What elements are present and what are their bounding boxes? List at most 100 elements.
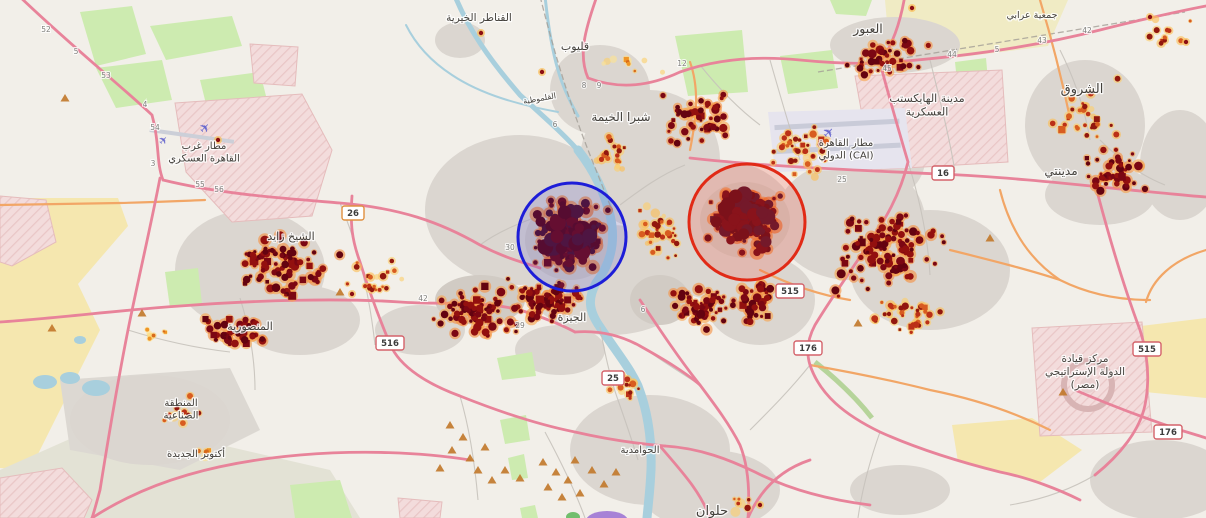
heat-dot-core (671, 118, 676, 122)
peak-triangle-icon (473, 466, 483, 474)
heat-dot-core (280, 288, 286, 294)
heat-dot-core (674, 109, 679, 113)
place-label-qanater: القناطر الخيرية (446, 12, 512, 24)
heat-dot-core (440, 310, 449, 319)
heat-dot-core (307, 274, 314, 281)
heat-dot-core (753, 312, 759, 318)
heat-dot-core (906, 250, 914, 258)
route-shield-515: 515 (1132, 341, 1162, 357)
peak-triangle-icon (611, 468, 621, 476)
heat-dot-core (836, 294, 841, 298)
heat-dot-core (564, 296, 572, 304)
heat-dot-core (899, 310, 905, 316)
heat-dot-core (226, 316, 233, 323)
heat-dot-core (889, 269, 895, 274)
blue-hotspot-circle[interactable] (516, 181, 628, 293)
heat-dot-core (181, 409, 187, 415)
heat-dot-core (802, 148, 809, 155)
heat-dot-core (724, 306, 728, 310)
heat-dot-core (906, 46, 915, 55)
heat-dot-core (263, 246, 268, 251)
heat-dot-core (616, 148, 622, 154)
place-label-october-gardens: أكتوبر الجديدة (167, 447, 225, 460)
heat-dot-core (1084, 156, 1089, 161)
heat-cluster-giza-core (529, 195, 614, 275)
km-marker: 56 (214, 185, 224, 194)
peak-triangle-icon (599, 480, 609, 488)
heat-dot-core (605, 156, 611, 161)
red-hotspot-circle[interactable] (687, 162, 807, 282)
heat-dot-core (738, 285, 746, 293)
heat-dot-core (739, 301, 747, 309)
heat-dot-core (628, 383, 631, 387)
heat-dot-core (885, 236, 892, 243)
heat-cluster-west-south (199, 313, 269, 350)
heat-dot-core (659, 234, 666, 240)
peak-markers (47, 94, 1068, 501)
heat-dot-core (736, 501, 741, 506)
heat-dot-core (616, 144, 621, 150)
heat-dot-core (306, 257, 311, 262)
heat-dot-core (565, 307, 571, 313)
heat-dot-core (684, 310, 690, 316)
heat-dot-core (930, 228, 936, 234)
heat-cluster-october-sparse (195, 447, 212, 462)
heat-dot-core (925, 320, 930, 325)
heat-dot-core (733, 497, 736, 501)
place-label-helwan: حلوان (696, 504, 728, 518)
heat-dot-core (771, 149, 776, 154)
heat-dot-core (574, 223, 584, 233)
heat-dot-core (709, 116, 713, 121)
heat-cluster-ne-corner (1144, 15, 1193, 48)
heat-dot-core (228, 331, 233, 336)
heat-dot-core (1066, 113, 1072, 120)
heat-dot-core (448, 316, 453, 322)
heat-dot-core (1062, 122, 1067, 128)
heat-dot-core (1093, 116, 1100, 123)
heat-dot-core (673, 139, 681, 147)
saqqara-purple (586, 511, 628, 518)
heat-cluster-industrial (161, 391, 203, 429)
heat-dot-core (654, 222, 661, 229)
heat-dot-core (271, 283, 281, 293)
heat-dot-core (227, 342, 232, 347)
heat-dot-core (1125, 163, 1132, 171)
heat-dot-core (281, 273, 289, 281)
heat-dot-core (709, 200, 713, 204)
heat-dot-core (457, 303, 461, 307)
heat-dot-core (857, 238, 866, 247)
heat-dot-core (251, 320, 260, 328)
heat-dot-core (870, 261, 876, 267)
heat-dot-core (902, 263, 908, 269)
heat-dot-core (628, 396, 632, 400)
heat-dot-core (386, 270, 390, 274)
heat-dot-core (753, 225, 764, 236)
heat-dot-core (367, 274, 373, 280)
heat-dot-core (915, 230, 920, 236)
shield-number: 26 (347, 209, 359, 219)
heat-dot-core (624, 382, 629, 387)
heat-dot-core (186, 412, 191, 417)
route-shield-16: 16 (931, 165, 955, 181)
hotspot-annotations[interactable] (516, 162, 807, 293)
heat-dot-core (746, 318, 754, 326)
heat-dot-core (626, 391, 632, 398)
heat-dot-core (742, 239, 747, 243)
km-marker: 6 (641, 305, 646, 314)
heat-dot-halo (661, 213, 666, 219)
heat-dot-core (496, 309, 500, 313)
peak-triangle-icon (137, 309, 147, 317)
heat-dot-core (638, 208, 642, 213)
heat-dot-core (882, 312, 887, 317)
heat-dot-core (818, 136, 825, 143)
heat-dot-core (545, 209, 554, 217)
route-shields: 26 516 25 515 176 16 515 176 (341, 165, 1183, 440)
heat-dot-core (876, 241, 884, 250)
heat-dot-core (787, 140, 793, 146)
peak-triangle-icon (557, 493, 567, 501)
shield-box (1153, 424, 1183, 440)
heat-dot-halo (730, 506, 741, 517)
